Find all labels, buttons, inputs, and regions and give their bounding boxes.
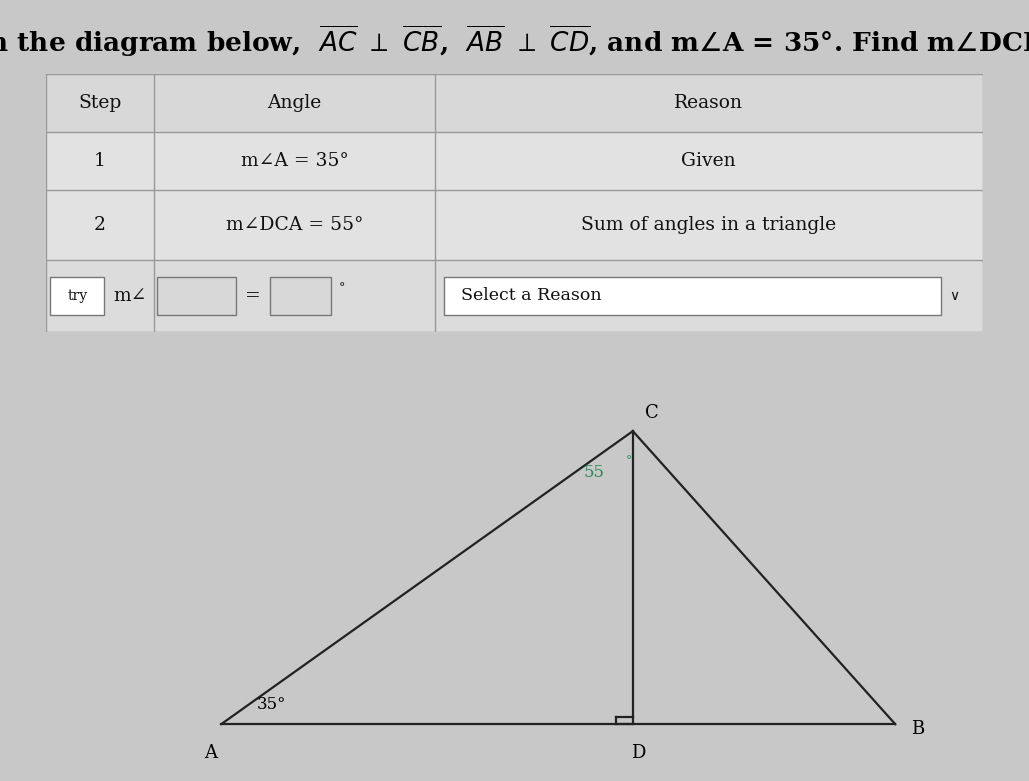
Text: m∠DCA = 55°: m∠DCA = 55° [225, 216, 363, 234]
Text: 55: 55 [583, 464, 604, 481]
Bar [46, 132, 983, 191]
Text: Reason: Reason [674, 95, 743, 112]
Bar [46, 190, 983, 260]
Bar [50, 277, 104, 315]
Text: Select a Reason: Select a Reason [461, 287, 602, 305]
Text: D: D [631, 744, 645, 761]
Text: m∠: m∠ [114, 287, 147, 305]
Text: A: A [205, 744, 217, 761]
Text: 1: 1 [95, 152, 106, 170]
Text: try: try [67, 289, 87, 303]
Text: Step: Step [78, 95, 121, 112]
Bar [445, 277, 941, 315]
Text: B: B [911, 719, 924, 737]
Text: C: C [645, 405, 659, 423]
Text: =: = [245, 287, 261, 305]
Text: 2: 2 [94, 216, 106, 234]
Bar [270, 277, 331, 315]
Text: °: ° [626, 455, 632, 468]
Bar [46, 74, 983, 132]
Text: m∠A = 35°: m∠A = 35° [241, 152, 349, 170]
Text: In the diagram below,  $\overline{AC}$ $\perp$ $\overline{CB}$,  $\overline{AB}$: In the diagram below, $\overline{AC}$ $\… [0, 23, 1029, 59]
Text: 35°: 35° [257, 696, 287, 713]
Bar [156, 277, 237, 315]
Text: Given: Given [681, 152, 736, 170]
Bar [46, 260, 983, 332]
Text: ∨: ∨ [950, 289, 960, 303]
Text: Sum of angles in a triangle: Sum of angles in a triangle [581, 216, 837, 234]
Text: °: ° [339, 282, 345, 295]
Text: Angle: Angle [268, 95, 322, 112]
